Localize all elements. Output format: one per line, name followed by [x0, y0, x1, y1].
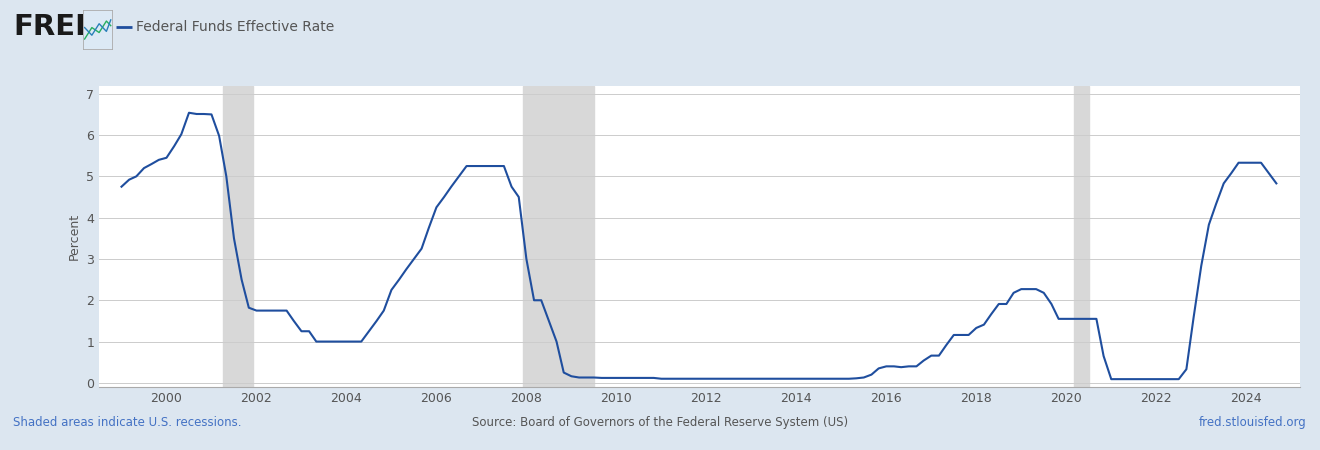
Y-axis label: Percent: Percent [67, 213, 81, 260]
Bar [223, 86, 253, 387]
Text: Federal Funds Effective Rate: Federal Funds Effective Rate [136, 20, 334, 34]
Text: FRED: FRED [13, 13, 99, 41]
Text: fred.stlouisfed.org: fred.stlouisfed.org [1199, 416, 1307, 429]
Bar [1074, 86, 1089, 387]
Text: Source: Board of Governors of the Federal Reserve System (US): Source: Board of Governors of the Federa… [473, 416, 847, 429]
Text: Shaded areas indicate U.S. recessions.: Shaded areas indicate U.S. recessions. [13, 416, 242, 429]
Bar [523, 86, 594, 387]
